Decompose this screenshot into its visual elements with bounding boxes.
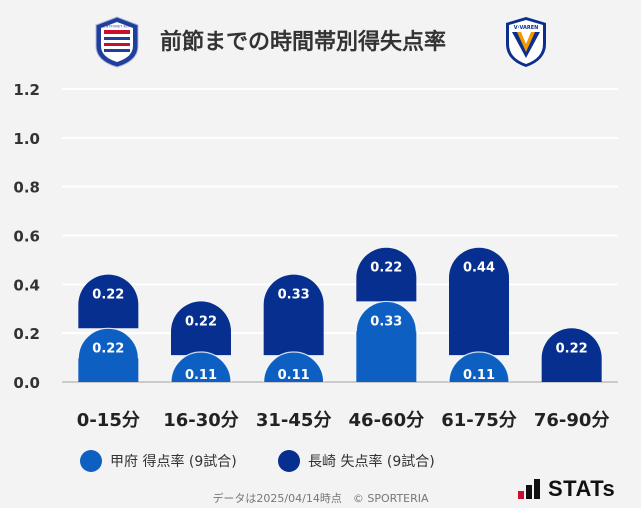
data-label-kofu: 0.22 xyxy=(92,341,124,356)
data-label-kofu: 0.11 xyxy=(278,368,310,383)
x-category-label: 31-45分 xyxy=(256,410,332,431)
data-label-nagasaki: 0.22 xyxy=(556,341,588,356)
bar-segment-kofu xyxy=(449,352,509,382)
bar-segment-nagasaki xyxy=(78,274,139,329)
data-label-kofu: 0.11 xyxy=(185,368,217,383)
data-label-kofu: 0.33 xyxy=(370,314,402,329)
bar-segment-nagasaki xyxy=(449,247,509,356)
bar-segment-nagasaki xyxy=(541,328,602,382)
x-category-label: 0-15分 xyxy=(77,410,140,431)
legend-label-kofu: 甲府 得点率 (9試合) xyxy=(110,454,237,470)
y-tick-label: 0.4 xyxy=(13,276,40,294)
left-logo-text: VENTFORET KOFU xyxy=(101,25,134,29)
data-label-nagasaki: 0.44 xyxy=(463,261,495,276)
x-category-label: 61-75分 xyxy=(441,410,517,431)
y-tick-label: 0.2 xyxy=(13,325,40,343)
x-category-label: 46-60分 xyxy=(349,410,425,431)
bar-segment-nagasaki xyxy=(263,274,324,356)
y-tick-label: 1.0 xyxy=(13,130,40,148)
bar-cap-outline xyxy=(263,351,325,383)
legend-swatch-nagasaki xyxy=(278,450,300,472)
legend-item-kofu: 甲府 得点率 (9試合) xyxy=(80,450,237,472)
page-title: 前節までの時間帯別得失点率 xyxy=(160,30,447,55)
bar-cap-outline xyxy=(448,351,510,383)
legend-label-nagasaki: 長崎 失点率 (9試合) xyxy=(308,454,435,470)
v-varen-nagasaki-emblem-icon: V·VAREN xyxy=(506,17,546,67)
right-logo-text: V·VAREN xyxy=(514,25,539,31)
bar-segment-kofu xyxy=(78,328,139,382)
stats-brand-text: STATs xyxy=(548,476,616,501)
x-category-label: 16-30分 xyxy=(163,410,239,431)
bar-segment-nagasaki xyxy=(356,247,417,302)
y-tick-label: 0.8 xyxy=(13,179,40,197)
data-label-nagasaki: 0.22 xyxy=(92,288,124,303)
bar-segment-nagasaki xyxy=(171,301,232,356)
bar-cap-outline xyxy=(77,327,139,359)
bar-segment-kofu xyxy=(171,352,231,382)
data-label-nagasaki: 0.22 xyxy=(370,261,402,276)
stats-brand-logo: STATs xyxy=(518,476,615,502)
data-label-nagasaki: 0.22 xyxy=(185,314,217,329)
data-label-nagasaki: 0.33 xyxy=(278,288,310,303)
y-tick-label: 1.2 xyxy=(13,81,40,99)
legend-item-nagasaki: 長崎 失点率 (9試合) xyxy=(278,450,435,472)
bar-cap-outline xyxy=(170,351,232,383)
x-category-label: 76-90分 xyxy=(534,410,610,431)
data-label-kofu: 0.11 xyxy=(463,368,495,383)
y-tick-label: 0.6 xyxy=(13,228,40,246)
bar-cap-outline xyxy=(355,300,417,332)
header: VENTFORET KOFU 前節までの時間帯別得失点率 V·VAREN xyxy=(0,0,641,80)
data-source-note: データは2025/04/14時点 © SPORTERIA xyxy=(212,492,429,505)
bar-segment-kofu xyxy=(356,301,417,382)
bar-segment-kofu xyxy=(263,352,324,382)
stats-bars-icon xyxy=(518,479,542,499)
ventforet-kofu-emblem-icon: VENTFORET KOFU xyxy=(95,16,139,68)
legend-swatch-kofu xyxy=(80,450,102,472)
y-tick-label: 0.0 xyxy=(13,374,40,392)
